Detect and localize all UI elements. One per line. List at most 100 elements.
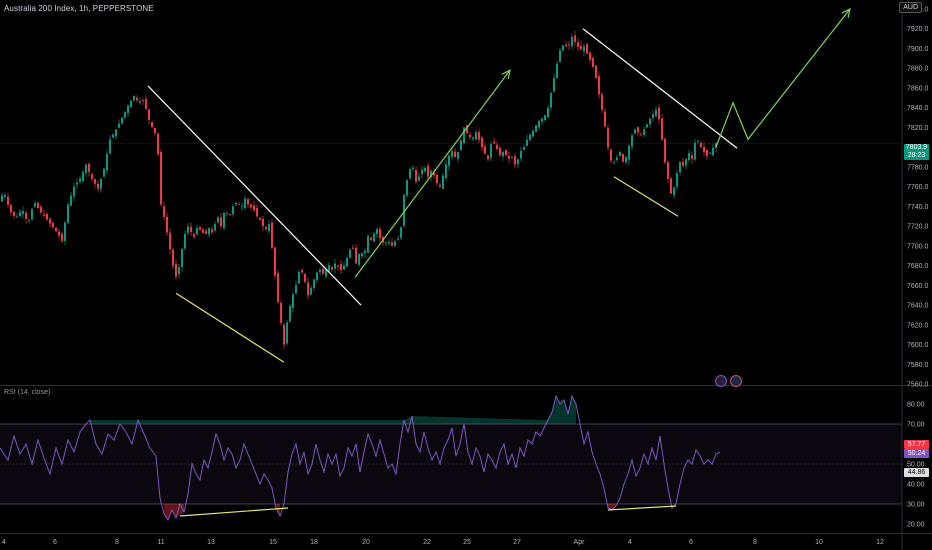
candle-body [88,163,90,172]
time-tick-label: 13 [207,539,215,546]
candle-body [304,273,306,282]
lightning-icon[interactable] [715,375,727,387]
candle-body [505,149,507,156]
candle-body [484,146,486,154]
candle-body [280,302,282,323]
price-tick-label: 7780.0 [907,164,929,171]
candle-body [547,107,549,118]
candle-body [625,157,627,163]
candle-body [565,44,567,47]
candle-body [541,118,543,122]
candle-body [310,287,312,295]
candle-body [307,282,309,296]
candle-body [454,151,456,158]
candle-body [652,114,654,118]
candle-body [178,267,180,275]
candle-body [73,186,75,197]
candle-body [568,44,570,46]
event-icons [715,375,742,387]
candle-body [433,172,435,176]
candle-body [100,178,102,189]
candle-body [391,242,393,246]
trendline [179,507,289,517]
candle-body [55,227,57,232]
candle-body [274,247,276,276]
rsi-tick-label: 20.00 [907,522,925,529]
candle-body [622,153,624,162]
candle-body [442,175,444,189]
candle-body [7,196,9,205]
candle-body [706,149,708,156]
candle-body [22,210,24,214]
candle-body [154,127,156,134]
last-price-value: 7803.9 [905,144,928,151]
candle-body [235,202,237,205]
time-tick-label: Apr [574,539,586,546]
candle-body [664,138,666,163]
candle-body [421,169,423,175]
candle-body [496,144,498,150]
candle-body [457,152,459,159]
candle-body [667,162,669,179]
price-tick-label: 7660.0 [907,283,929,290]
price-tick-label: 7880.0 [907,66,929,73]
candle-body [415,170,417,182]
candle-body [250,204,252,208]
candle-body [682,161,684,166]
candle-body [265,227,267,230]
candle-body [112,134,114,138]
candle-body [598,76,600,95]
candle-body [217,217,219,223]
candle-body [316,272,318,281]
candle-body [298,271,300,284]
projection-arrow [715,8,851,148]
candle-body [403,194,405,226]
candle-body [589,52,591,60]
candle-body [40,206,42,213]
time-tick-label: 25 [463,539,471,546]
time-tick-label: 20 [362,539,370,546]
chart-title: Australia 200 Index, 1h, PEPPERSTONE [4,4,154,13]
candle-body [646,124,648,128]
candle-body [247,199,249,205]
candle-body [268,224,270,231]
candle-body [532,130,534,137]
candle-body [406,179,408,196]
candle-body [649,119,651,125]
candle-body [607,128,609,148]
candle-body [130,100,132,108]
candle-body [637,127,639,133]
candle-body [508,155,510,159]
candle-body [322,268,324,274]
currency-badge[interactable]: AUD [899,2,922,13]
candle-body [331,267,333,270]
candle-body [109,139,111,154]
flag-icon[interactable] [730,375,742,387]
candle-body [493,141,495,144]
candle-body [709,153,711,154]
candle-body [10,205,12,213]
rsi-tick-label: 70.00 [907,422,925,429]
candle-body [685,159,687,166]
candle-body [352,247,354,249]
candle-body [259,218,261,220]
price-tick-label: 7920.0 [907,26,929,33]
time-tick-label: 8 [753,539,757,546]
candle-body [697,141,699,143]
candle-body [553,78,555,92]
candle-body [124,111,126,118]
time-tick-label: 18 [310,539,318,546]
candle-body [712,147,714,156]
candle-body [424,167,426,172]
price-annotations [147,7,851,363]
time-tick-label: 12 [876,539,884,546]
candle-body [355,247,357,264]
candle-body [16,216,18,218]
time-tick-label: 6 [53,539,57,546]
rsi-last-tag: 44.86 [904,468,929,477]
price-tick-label: 7580.0 [907,362,929,369]
candle-body [94,179,96,184]
candle-body [145,99,147,109]
rsi-title[interactable]: RSI (14, close) [4,389,51,396]
